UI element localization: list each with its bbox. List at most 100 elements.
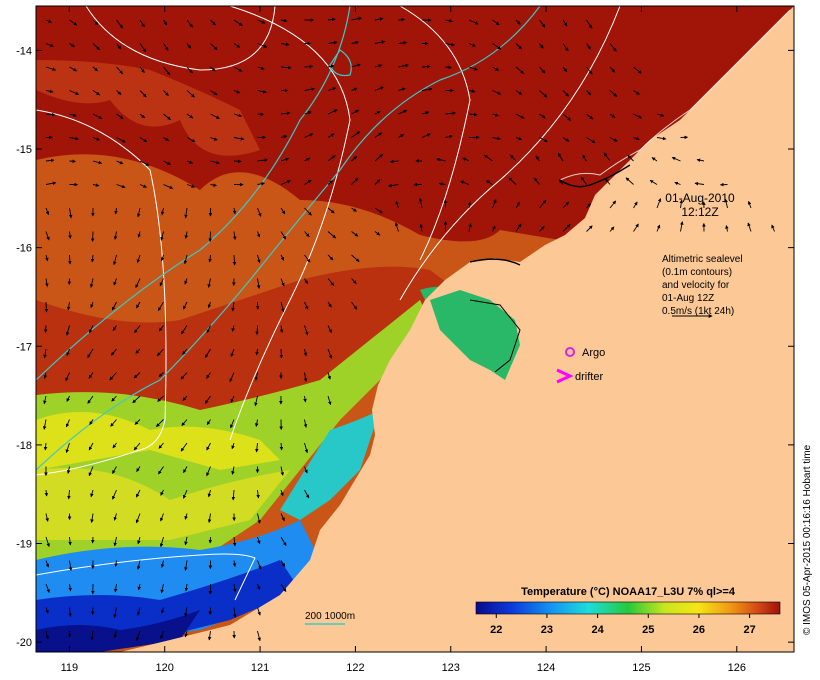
velocity-arrow bbox=[351, 278, 357, 285]
velocity-arrow bbox=[398, 87, 406, 92]
velocity-arrow bbox=[92, 160, 103, 165]
velocity-arrow bbox=[206, 325, 211, 334]
velocity-arrow bbox=[280, 583, 287, 593]
colorbar-tick-label: 27 bbox=[743, 624, 755, 636]
velocity-arrow bbox=[156, 348, 164, 357]
velocity-arrow bbox=[44, 489, 49, 497]
velocity-arrow bbox=[184, 583, 189, 592]
velocity-arrow bbox=[468, 66, 479, 71]
velocity-arrow bbox=[492, 136, 501, 141]
velocity-arrow bbox=[136, 560, 141, 570]
velocity-arrow bbox=[163, 160, 172, 166]
velocity-arrow bbox=[633, 113, 643, 119]
velocity-arrow bbox=[603, 152, 611, 162]
velocity-arrow bbox=[257, 254, 261, 264]
map-frame bbox=[35, 5, 795, 653]
velocity-arrow bbox=[374, 40, 386, 44]
velocity-arrow bbox=[256, 231, 261, 238]
velocity-arrow bbox=[492, 66, 500, 71]
velocity-arrow bbox=[374, 86, 384, 91]
velocity-arrow bbox=[233, 607, 237, 619]
coastline-kimberley bbox=[469, 164, 631, 266]
velocity-arrow bbox=[256, 278, 261, 289]
velocity-arrow bbox=[65, 419, 70, 428]
velocity-arrow bbox=[327, 395, 332, 406]
lat-tick-label: -17 bbox=[16, 341, 32, 353]
velocity-arrow bbox=[163, 113, 171, 121]
velocity-arrow bbox=[460, 180, 470, 185]
velocity-arrow bbox=[633, 136, 640, 141]
velocity-arrow bbox=[158, 442, 164, 449]
velocity-arrow bbox=[605, 178, 611, 185]
velocity-arrow bbox=[327, 40, 338, 45]
lon-tick-label: 122 bbox=[346, 662, 364, 674]
latitude-axis: -14 -15 -16 -17 -18 -19 -20 bbox=[16, 45, 794, 649]
velocity-arrow bbox=[114, 560, 118, 568]
velocity-arrow bbox=[351, 63, 361, 68]
velocity-arrow bbox=[88, 466, 94, 477]
velocity-arrow bbox=[45, 278, 49, 287]
velocity-arrow bbox=[116, 19, 123, 29]
velocity-arrow bbox=[112, 442, 117, 449]
velocity-arrow bbox=[90, 630, 94, 641]
velocity-arrow bbox=[116, 160, 124, 165]
velocity-arrow bbox=[633, 223, 639, 232]
velocity-arrow bbox=[160, 207, 165, 216]
velocity-arrow bbox=[180, 442, 188, 452]
drifter-label: drifter bbox=[575, 371, 603, 383]
velocity-arrow bbox=[280, 111, 291, 116]
velocity-arrow bbox=[90, 254, 95, 263]
velocity-arrow bbox=[43, 395, 47, 405]
velocity-arrow bbox=[539, 43, 544, 49]
velocity-arrow bbox=[438, 182, 446, 186]
velocity-arrow bbox=[280, 536, 287, 547]
velocity-arrow bbox=[45, 536, 50, 548]
velocity-arrow bbox=[113, 583, 118, 593]
velocity-arrow bbox=[421, 111, 430, 115]
velocity-arrow bbox=[68, 207, 73, 219]
velocity-arrow bbox=[69, 159, 77, 164]
velocity-arrow bbox=[609, 43, 617, 52]
velocity-arrow bbox=[45, 66, 57, 71]
velocity-arrow bbox=[113, 254, 117, 266]
velocity-arrow bbox=[374, 231, 381, 236]
velocity-arrow bbox=[137, 536, 141, 545]
velocity-arrow bbox=[186, 113, 194, 119]
velocity-arrow bbox=[135, 301, 141, 309]
velocity-arrow bbox=[304, 133, 314, 138]
velocity-arrow bbox=[133, 442, 141, 451]
coastline-bay bbox=[469, 299, 521, 373]
velocity-arrow bbox=[515, 43, 523, 50]
velocity-arrow bbox=[208, 254, 212, 263]
velocity-arrow bbox=[184, 231, 189, 239]
velocity-arrow bbox=[136, 607, 141, 616]
velocity-arrow bbox=[374, 17, 384, 21]
velocity-arrow bbox=[609, 113, 616, 118]
lat-tick-label: -19 bbox=[16, 539, 32, 551]
velocity-arrow bbox=[210, 43, 218, 51]
velocity-arrow bbox=[694, 181, 705, 186]
velocity-arrow bbox=[327, 155, 336, 162]
velocity-arrow bbox=[562, 201, 569, 209]
velocity-arrow bbox=[303, 419, 308, 428]
argo-label: Argo bbox=[582, 347, 605, 359]
velocity-arrow bbox=[182, 301, 188, 310]
velocity-arrow bbox=[210, 19, 216, 26]
velocity-arrow bbox=[65, 325, 70, 336]
velocity-arrow bbox=[111, 301, 117, 311]
velocity-arrow bbox=[229, 372, 235, 383]
velocity-arrow bbox=[206, 419, 211, 426]
velocity-arrow bbox=[45, 207, 50, 216]
velocity-arrow bbox=[374, 207, 383, 214]
velocity-arrow bbox=[351, 301, 358, 310]
velocity-arrow bbox=[45, 231, 50, 241]
velocity-arrow bbox=[136, 254, 141, 264]
velocity-arrow bbox=[110, 419, 117, 427]
velocity-arrow bbox=[139, 137, 148, 143]
colorbar-ticks: 22 23 24 25 26 27 bbox=[490, 614, 756, 636]
velocity-arrow bbox=[388, 183, 399, 188]
velocity-arrow bbox=[445, 134, 453, 139]
lat-tick-label: -14 bbox=[16, 45, 32, 57]
velocity-arrow bbox=[186, 184, 196, 188]
